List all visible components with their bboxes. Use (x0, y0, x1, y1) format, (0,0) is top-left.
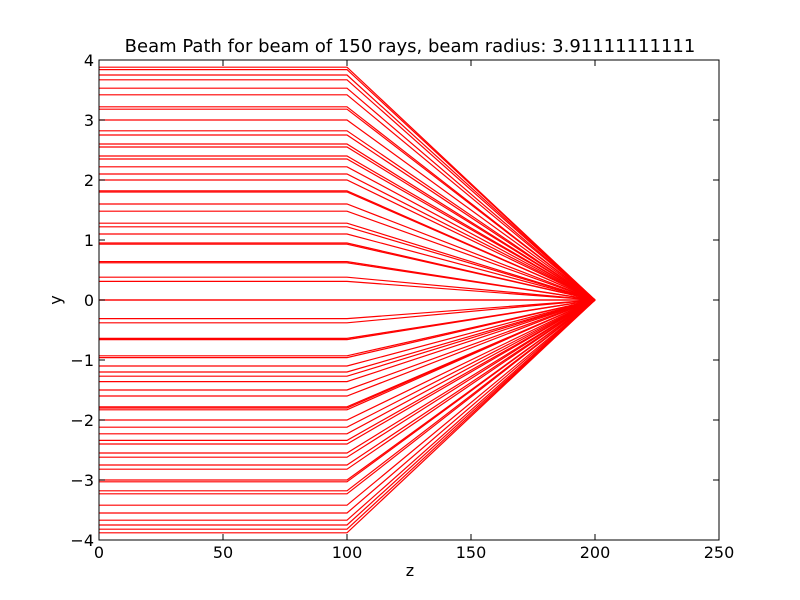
ray-line-39 (99, 299, 596, 367)
ray-line-33 (99, 299, 596, 320)
ray-line-26 (99, 243, 596, 301)
ray-line-21 (99, 210, 596, 301)
y-tick-label: −3 (70, 471, 94, 490)
ray-line-48 (99, 299, 596, 421)
ray-line-5 (99, 94, 596, 301)
ray-line-62 (99, 299, 596, 514)
ray-line-24 (99, 233, 596, 301)
y-tick-label: 1 (84, 231, 94, 250)
ray-line-28 (99, 262, 596, 301)
x-axis-title: z (406, 561, 414, 580)
x-tick-label: 100 (332, 543, 363, 562)
ray-line-54 (99, 299, 596, 458)
x-tick-label: 150 (456, 543, 487, 562)
ray-line-19 (99, 191, 596, 301)
ray-line-14 (99, 158, 596, 301)
ray-line-12 (99, 146, 596, 301)
ray-line-56 (99, 299, 596, 470)
ray-line-59 (99, 299, 596, 492)
ray-line-58 (99, 299, 596, 483)
y-tick-label: 4 (84, 51, 94, 70)
y-tick-label: 2 (84, 171, 94, 190)
y-tick-label: −2 (70, 411, 94, 430)
ray-line-4 (99, 87, 596, 301)
ray-line-52 (99, 299, 596, 445)
ray-line-10 (99, 134, 596, 301)
ray-line-44 (99, 299, 596, 397)
ray-line-11 (99, 143, 596, 301)
ray-line-63 (99, 299, 596, 521)
ray-line-30 (99, 280, 596, 301)
ray-line-36 (99, 299, 596, 341)
ray-line-61 (99, 299, 596, 506)
ray-line-9 (99, 130, 596, 301)
ray-line-16 (99, 173, 596, 301)
ray-line-1 (99, 68, 596, 301)
ray-line-41 (99, 299, 596, 377)
ray-lines (99, 66, 596, 534)
ray-line-65 (99, 299, 596, 530)
ray-line-29 (99, 276, 596, 301)
ray-line-22 (99, 222, 596, 301)
ray-line-51 (99, 299, 596, 441)
y-tick-label: −1 (70, 351, 94, 370)
ray-line-2 (99, 74, 596, 301)
x-axis: 0 50 100 150 200 250 (94, 60, 734, 562)
ray-line-60 (99, 299, 596, 495)
y-tick-label: −4 (70, 531, 94, 550)
chart-title: Beam Path for beam of 150 rays, beam rad… (125, 36, 696, 57)
x-tick-label: 250 (704, 543, 735, 562)
ray-line-6 (99, 106, 596, 301)
ray-line-8 (99, 119, 596, 301)
x-tick-label: 0 (94, 543, 104, 562)
y-axis-title: y (46, 295, 65, 304)
x-tick-label: 200 (580, 543, 611, 562)
y-tick-label: 3 (84, 111, 94, 130)
ray-line-66 (99, 299, 596, 534)
ray-line-53 (99, 299, 596, 454)
ray-line-64 (99, 299, 596, 526)
ray-line-13 (99, 155, 596, 301)
ray-line-23 (99, 226, 596, 301)
ray-line-50 (99, 299, 596, 435)
ray-line-34 (99, 299, 596, 324)
ray-line-15 (99, 166, 596, 301)
ray-line-17 (99, 179, 596, 301)
ray-line-3 (99, 79, 596, 301)
ray-line-47 (99, 299, 596, 411)
y-axis: −4 −3 −2 −1 0 1 2 3 4 (70, 51, 719, 550)
ray-line-7 (99, 108, 596, 301)
ray-line-20 (99, 203, 596, 301)
y-tick-label: 0 (84, 291, 94, 310)
x-tick-label: 50 (213, 543, 233, 562)
ray-line-42 (99, 299, 596, 383)
ray-line-49 (99, 299, 596, 428)
ray-line-38 (99, 299, 596, 359)
ray-line-40 (99, 299, 596, 373)
ray-line-43 (99, 299, 596, 391)
ray-line-55 (99, 299, 596, 466)
